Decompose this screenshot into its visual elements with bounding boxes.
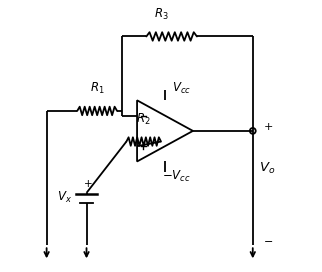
Text: $V_x$: $V_x$	[57, 190, 72, 205]
Text: $V_o$: $V_o$	[259, 160, 276, 176]
Text: $R_1$: $R_1$	[90, 81, 104, 96]
Text: $-$: $-$	[263, 235, 273, 245]
Text: $+$: $+$	[263, 121, 274, 132]
Text: $-V_{cc}$: $-V_{cc}$	[162, 169, 191, 184]
Text: $V_{cc}$: $V_{cc}$	[172, 81, 191, 96]
Text: $+$: $+$	[83, 178, 93, 188]
Text: $R_3$: $R_3$	[154, 7, 168, 22]
Text: $R_2$: $R_2$	[137, 112, 151, 127]
